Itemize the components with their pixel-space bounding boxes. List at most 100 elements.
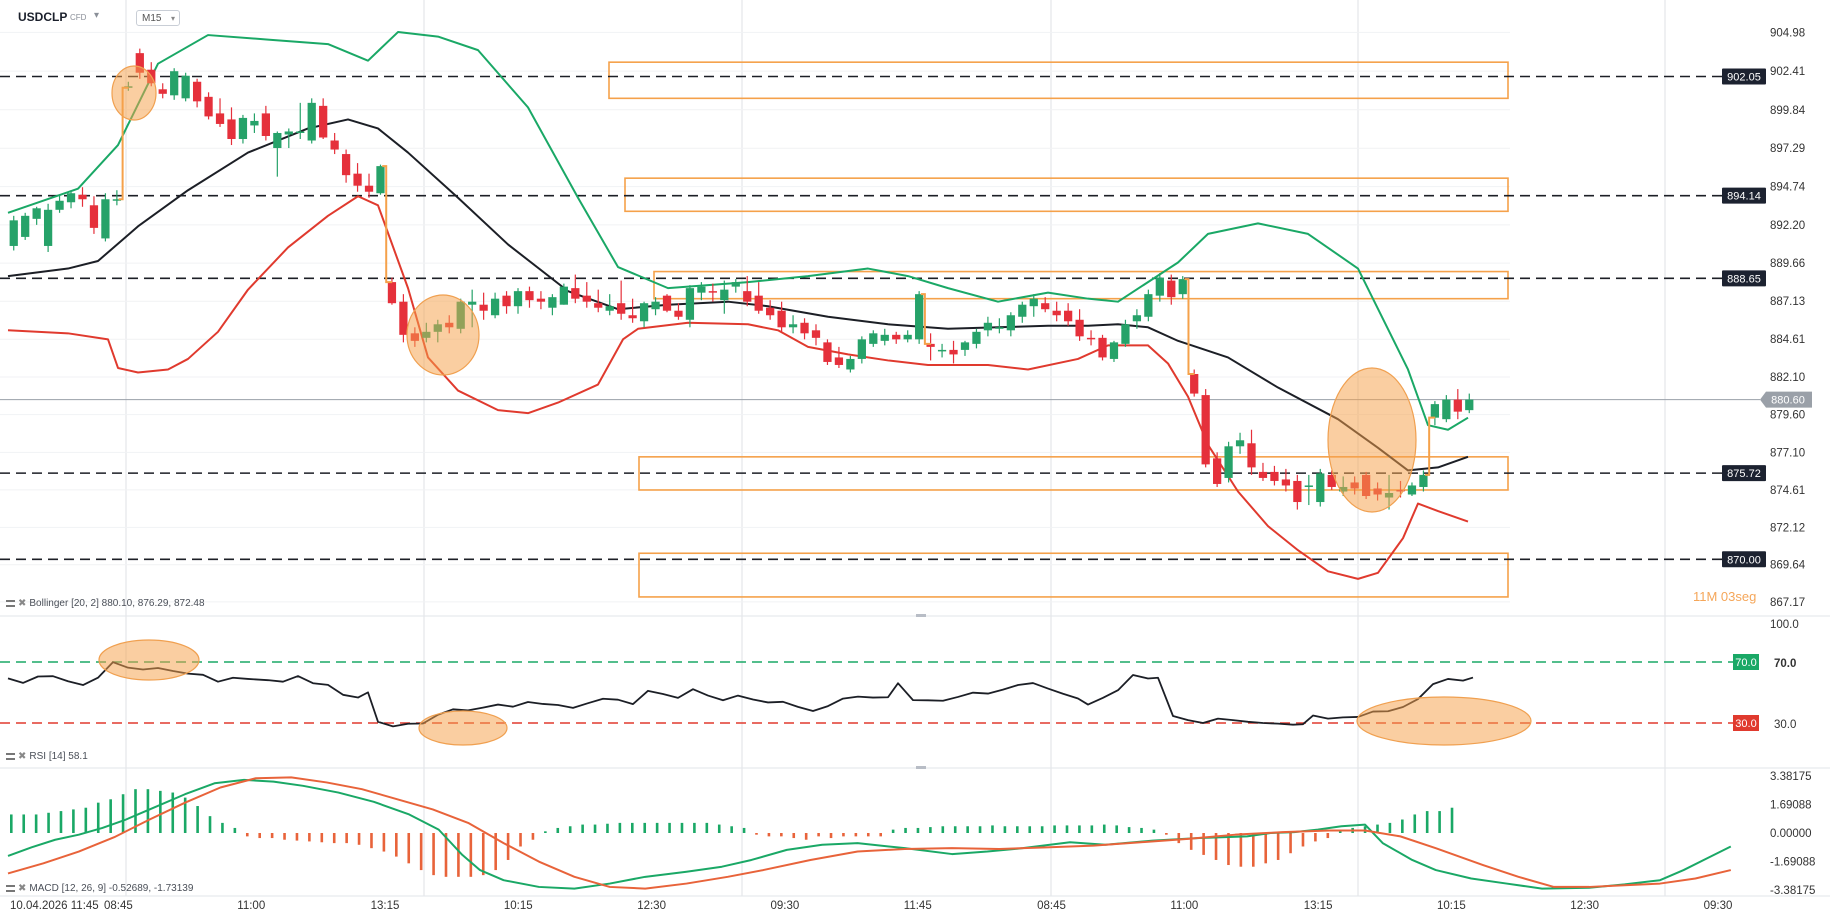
- candle-body: [273, 132, 282, 149]
- macd-histogram-bar: [295, 833, 299, 841]
- candle-body: [135, 53, 144, 73]
- macd-histogram-bar: [345, 833, 348, 844]
- bollinger-lower-band: [7, 195, 1469, 580]
- candle-body: [857, 339, 866, 359]
- candle-body: [1178, 279, 1187, 295]
- candle: [697, 282, 706, 301]
- candle: [903, 330, 912, 343]
- candle-body: [937, 349, 947, 352]
- macd-histogram-bar: [407, 833, 411, 864]
- price-tick-label: 894.74: [1770, 182, 1806, 194]
- indicator-settings-icon[interactable]: [6, 752, 15, 760]
- macd-histogram-bar: [916, 827, 920, 833]
- level-price-tag-text: 888.65: [1727, 273, 1761, 285]
- candle-body: [571, 288, 580, 299]
- macd-histogram-bar: [1289, 833, 1292, 854]
- price-zone: [638, 552, 1509, 598]
- candle: [915, 291, 924, 344]
- price-tick-label: 869.64: [1770, 560, 1806, 572]
- x-tick-label: 10.04.2026 11:45: [10, 900, 99, 912]
- macd-histogram-bar: [1090, 825, 1094, 833]
- candle-body: [685, 288, 695, 320]
- close-indicator-icon[interactable]: ✖: [18, 883, 27, 894]
- x-tick-label: 10:15: [504, 900, 533, 912]
- macd-histogram-bar: [655, 822, 659, 833]
- macd-histogram-bar: [1388, 822, 1392, 833]
- macd-histogram-bar: [1214, 833, 1218, 860]
- macd-histogram-bar: [1425, 811, 1429, 833]
- x-tick-label: 08:45: [104, 900, 133, 912]
- candle: [1407, 482, 1417, 497]
- close-indicator-icon[interactable]: ✖: [18, 751, 27, 762]
- candle-body: [43, 209, 53, 246]
- candle: [319, 98, 328, 140]
- highlight-ellipse: [418, 710, 508, 746]
- candle-body: [479, 304, 488, 311]
- candle: [89, 196, 99, 234]
- macd-histogram-bar: [606, 823, 609, 833]
- x-tick-label: 10:15: [1437, 900, 1466, 912]
- macd-histogram-bar: [1165, 833, 1168, 835]
- candle-body: [1430, 404, 1440, 418]
- candle-body: [995, 327, 1004, 329]
- candle-body: [651, 301, 660, 310]
- symbol-dropdown-icon[interactable]: ▾: [94, 10, 100, 21]
- indicator-settings-icon[interactable]: [6, 884, 15, 892]
- candle-body: [1258, 471, 1268, 478]
- candle: [559, 283, 568, 305]
- candle-body: [330, 140, 339, 150]
- macd-histogram-bar: [357, 833, 361, 845]
- candle: [238, 114, 248, 144]
- level-price-tag-text: 870.00: [1727, 554, 1761, 566]
- legend-bollinger-text: Bollinger [20, 2] 880.10, 876.29, 872.48: [29, 598, 205, 609]
- candle-body: [674, 310, 683, 317]
- macd-tick-label: -1.69088: [1770, 857, 1815, 869]
- candle: [502, 291, 511, 314]
- rsi-level-tag: [1733, 715, 1759, 731]
- symbol-label[interactable]: USDCLP: [18, 10, 68, 24]
- candle: [892, 331, 901, 344]
- candle: [1075, 309, 1084, 341]
- indicator-settings-icon[interactable]: [6, 599, 15, 607]
- candle-body: [32, 208, 41, 219]
- price-zone: [624, 177, 1509, 213]
- macd-histogram-bar: [804, 833, 808, 840]
- candle-body: [1109, 342, 1119, 359]
- close-indicator-icon[interactable]: ✖: [18, 598, 27, 609]
- macd-histogram-bar: [568, 826, 572, 833]
- macd-histogram-bar: [904, 827, 907, 833]
- timeframe-select[interactable]: M15 ▾: [136, 10, 180, 26]
- candle: [1442, 395, 1451, 423]
- candle-body: [594, 303, 603, 308]
- macd-histogram-bar: [270, 833, 274, 839]
- candle-body: [1041, 303, 1050, 310]
- candle-body: [238, 117, 248, 140]
- price-tick-label: 892.20: [1770, 220, 1805, 232]
- candle-body: [766, 307, 775, 316]
- candle: [1167, 274, 1176, 305]
- rsi-tick-label: 100.0: [1770, 619, 1799, 631]
- candle-body: [662, 295, 672, 311]
- macd-histogram-bar: [556, 827, 560, 833]
- level-price-tag-text: 902.05: [1727, 71, 1761, 83]
- candle: [1224, 441, 1233, 483]
- level-price-tag: [1722, 187, 1766, 204]
- candle: [1086, 330, 1096, 346]
- candle: [215, 98, 225, 127]
- candle-body: [1201, 395, 1210, 465]
- candle: [1419, 470, 1428, 492]
- candle: [960, 340, 970, 356]
- candle: [1029, 294, 1038, 317]
- macd-histogram-bar: [22, 814, 26, 833]
- macd-histogram-bar: [544, 831, 547, 833]
- candle-body: [1327, 474, 1336, 487]
- candle: [307, 98, 316, 144]
- macd-histogram-bar: [581, 824, 584, 833]
- level-price-tag: [1722, 551, 1766, 568]
- macd-histogram-bar: [1127, 827, 1131, 833]
- chevron-down-icon: ▾: [170, 14, 175, 23]
- candle-body: [1018, 304, 1027, 317]
- macd-histogram-bar: [1239, 833, 1243, 867]
- price-tick-label: 884.61: [1770, 334, 1805, 346]
